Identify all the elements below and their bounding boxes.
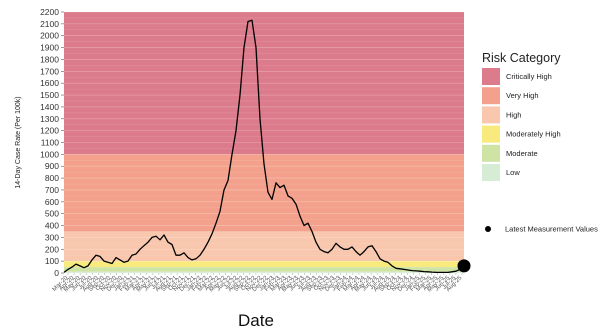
latest-value-marker <box>457 259 471 273</box>
legend-label-very-high: Very High <box>506 91 539 100</box>
risk-band-low <box>64 271 464 273</box>
y-tick-label: 1200 <box>40 126 59 136</box>
legend-label-moderately-high: Moderately High <box>506 130 561 139</box>
y-tick-label: 200 <box>45 244 59 254</box>
legend-swatch-moderate <box>482 144 500 162</box>
y-tick-label: 400 <box>45 221 59 231</box>
y-tick-label: 1400 <box>40 102 59 112</box>
y-tick-label: 2000 <box>40 31 59 41</box>
risk-band-moderate <box>64 267 464 272</box>
y-tick-label: 1700 <box>40 66 59 76</box>
y-tick-label: 800 <box>45 173 59 183</box>
y-tick-label: 300 <box>45 232 59 242</box>
y-tick-label: 900 <box>45 161 59 171</box>
y-tick-label: 600 <box>45 197 59 207</box>
legend-latest-marker-dot <box>485 226 491 232</box>
y-tick-label: 2100 <box>40 19 59 29</box>
y-tick-label: 700 <box>45 185 59 195</box>
y-tick-label: 1800 <box>40 54 59 64</box>
gridlines <box>64 11 464 274</box>
y-tick-label: 1000 <box>40 149 59 159</box>
x-axis-ticks: Mar-20Apr-20May-20Jun-20Jul-20Aug-20Sep-… <box>52 273 464 294</box>
legend-items: Critically High Very High High Moderately H… <box>482 68 561 181</box>
risk-band-critically-high <box>64 12 464 155</box>
risk-band-high <box>64 231 464 262</box>
legend: Risk Category Critically High Very High Hi… <box>482 51 598 234</box>
legend-latest-marker-label: Latest Measurement Values <box>505 225 598 234</box>
series-line <box>63 19 465 274</box>
legend-label-critically-high: Critically High <box>506 72 552 81</box>
legend-swatch-moderately-high <box>482 125 500 143</box>
y-tick-label: 1300 <box>40 114 59 124</box>
y-tick-label: 500 <box>45 209 59 219</box>
legend-label-low: Low <box>506 168 520 177</box>
y-tick-label: 2200 <box>40 7 59 17</box>
risk-band-moderately-high <box>64 261 464 268</box>
y-tick-label: 1600 <box>40 78 59 88</box>
y-tick-label: 1900 <box>40 43 59 53</box>
y-tick-label: 1500 <box>40 90 59 100</box>
legend-label-moderate: Moderate <box>506 149 538 158</box>
y-tick-label: 1100 <box>41 138 60 148</box>
x-axis-label: Date <box>238 311 274 330</box>
legend-title: Risk Category <box>482 51 561 65</box>
series-layer <box>63 19 471 274</box>
y-tick-label: 0 <box>54 268 59 278</box>
legend-swatch-low <box>482 164 500 181</box>
y-axis-label: 14-Day Case Rate (Per 100k) <box>15 96 22 188</box>
y-tick-label: 100 <box>45 256 59 266</box>
legend-label-high: High <box>506 110 521 119</box>
legend-swatch-critically-high <box>482 68 500 85</box>
legend-swatch-high <box>482 106 500 124</box>
legend-swatch-very-high <box>482 87 500 105</box>
